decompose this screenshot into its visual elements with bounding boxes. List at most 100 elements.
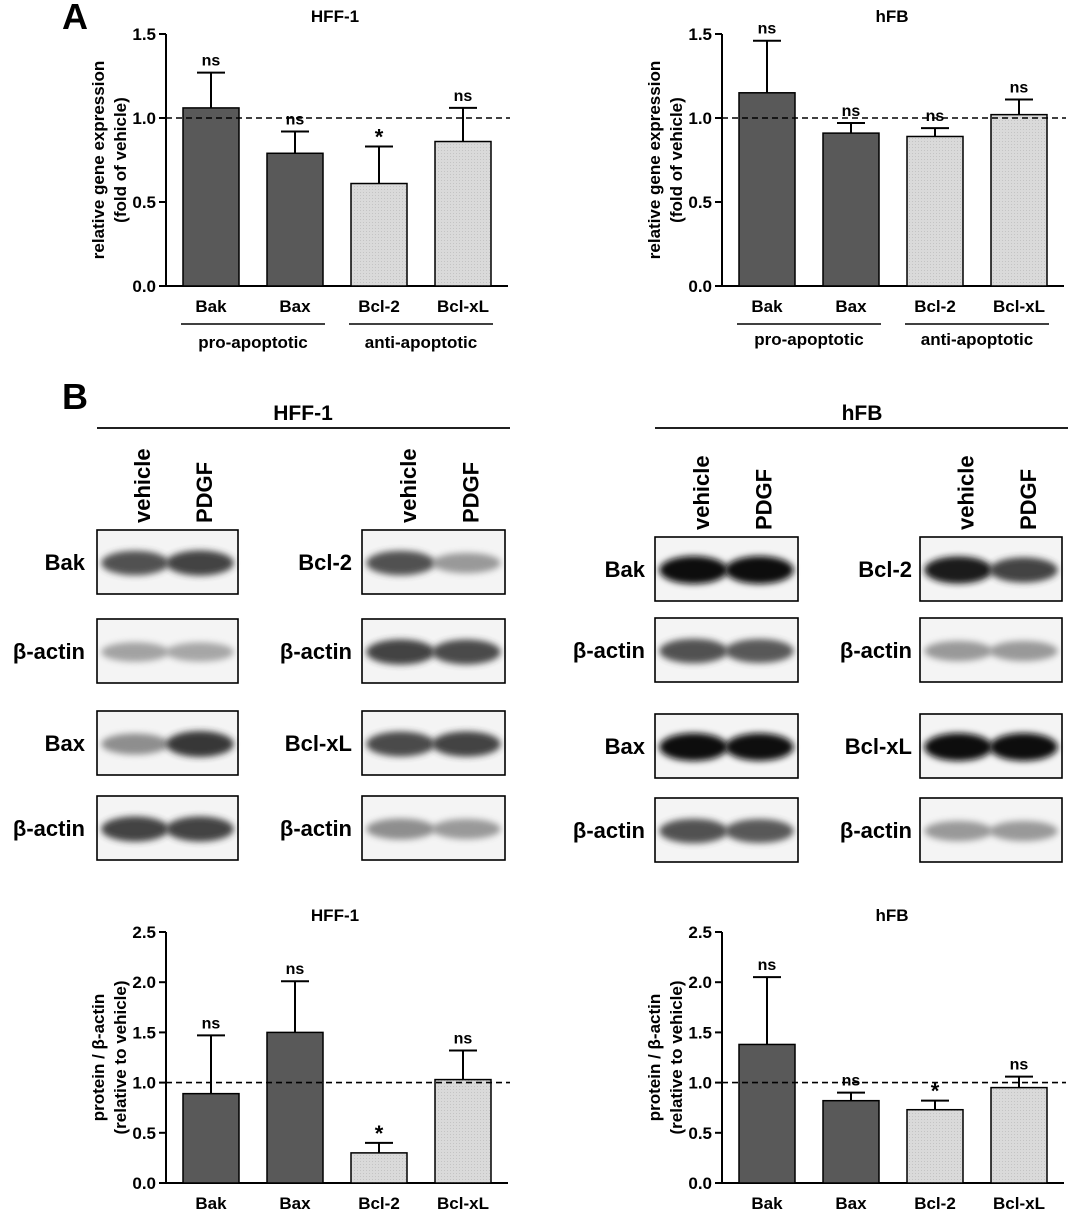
- significance-label: *: [375, 1121, 384, 1146]
- significance-label: ns: [202, 53, 221, 70]
- blot-label--actin: β-actin: [840, 818, 912, 843]
- bar-bax: [266, 1031, 324, 1184]
- blot-band: [101, 816, 169, 842]
- y-axis-label-line: (fold of vehicle): [667, 97, 686, 223]
- blot-label-bax: Bax: [45, 731, 86, 756]
- blot-band: [432, 731, 501, 757]
- group-label: pro-apoptotic: [754, 330, 864, 349]
- blot-band: [101, 733, 169, 755]
- y-tick-label: 2.0: [132, 973, 156, 992]
- blot-band: [366, 731, 435, 757]
- y-tick-label: 1.0: [688, 109, 712, 128]
- significance-label: ns: [842, 1073, 861, 1090]
- y-axis-label: relative gene expression (fold of vehicle…: [89, 61, 130, 259]
- y-axis-label-line: relative gene expression: [89, 61, 108, 259]
- y-tick-label: 2.5: [132, 923, 156, 942]
- significance-label: ns: [454, 1030, 473, 1047]
- bar-bcl-2: [906, 135, 964, 287]
- y-tick-label: 0.0: [132, 277, 156, 296]
- y-axis-label-line: (relative to vehicle): [111, 980, 130, 1134]
- y-tick-label: 1.5: [132, 25, 156, 44]
- blot-label--actin: β-actin: [280, 639, 352, 664]
- significance-label: ns: [1010, 80, 1029, 97]
- blot-band: [432, 552, 501, 574]
- significance-label: ns: [842, 103, 861, 120]
- significance-label: ns: [286, 111, 305, 128]
- bar-bcl-xl: [434, 140, 492, 287]
- x-tick-label: Bax: [835, 297, 867, 316]
- y-tick-label: 1.5: [688, 1023, 712, 1042]
- blot-band: [924, 733, 993, 761]
- blot-band: [366, 818, 435, 840]
- lane-label-vehicle: vehicle: [953, 455, 978, 530]
- y-tick-label: 0.5: [688, 193, 712, 212]
- blot-band: [924, 820, 993, 842]
- blot-band: [432, 639, 501, 665]
- significance-label: ns: [758, 957, 777, 974]
- bar-bak: [738, 92, 796, 287]
- x-tick-label: Bcl-xL: [437, 297, 489, 316]
- bar-bcl-2: [906, 1108, 964, 1184]
- bar-bak: [182, 107, 240, 287]
- chart-protein-hff1: HFF-1 protein / β-actin (relative to vehic…: [89, 906, 510, 1213]
- lane-label-vehicle: vehicle: [130, 448, 155, 523]
- blot-band: [659, 818, 728, 844]
- western-blot-hff1: HFF-1 vehicle PDGF Bak β-actin Bax β-actin vehi…: [13, 402, 510, 861]
- lane-label-pdgf: PDGF: [459, 462, 484, 523]
- blot-band: [989, 733, 1058, 761]
- y-tick-label: 2.0: [688, 973, 712, 992]
- bar-bcl-xl: [990, 113, 1048, 287]
- blot-header: HFF-1: [273, 402, 333, 425]
- y-tick-label: 0.0: [688, 1174, 712, 1193]
- y-tick-label: 1.0: [132, 1074, 156, 1093]
- blot-band: [725, 818, 794, 844]
- y-tick-label: 1.0: [688, 1074, 712, 1093]
- blot-band: [924, 640, 993, 662]
- western-blot-hfb: hFB vehicle PDGF Bak β-actin Bax β-actin vehicl…: [573, 402, 1068, 863]
- lane-label-pdgf: PDGF: [192, 462, 217, 523]
- y-axis-label-line: (relative to vehicle): [667, 980, 686, 1134]
- x-tick-label: Bax: [279, 1194, 311, 1213]
- blot-label--actin: β-actin: [840, 638, 912, 663]
- y-tick-label: 1.0: [132, 109, 156, 128]
- blot-header: hFB: [842, 402, 883, 425]
- blot-band: [101, 642, 169, 662]
- chart-title: HFF-1: [311, 906, 359, 925]
- chart-title: hFB: [875, 7, 908, 26]
- blot-band: [725, 733, 794, 761]
- chart-gene-expression-hfb: hFB relative gene expression (fold of vehi…: [645, 7, 1066, 349]
- blot-band: [989, 820, 1058, 842]
- significance-label: ns: [202, 1015, 221, 1032]
- y-axis-label: protein / β-actin (relative to vehicle): [89, 980, 130, 1134]
- y-axis-label-line: protein / β-actin: [645, 994, 664, 1122]
- bar-bax: [822, 132, 880, 287]
- blot-label--actin: β-actin: [573, 818, 645, 843]
- lane-label-vehicle: vehicle: [396, 448, 421, 523]
- blot-label--actin: β-actin: [573, 638, 645, 663]
- bar-bax: [822, 1099, 880, 1184]
- blot-label--actin: β-actin: [13, 816, 85, 841]
- x-tick-label: Bak: [751, 1194, 783, 1213]
- bar-bak: [182, 1092, 240, 1184]
- significance-label: *: [375, 125, 384, 150]
- blot-label-bax: Bax: [605, 734, 646, 759]
- x-tick-label: Bak: [751, 297, 783, 316]
- y-tick-label: 1.5: [132, 1023, 156, 1042]
- blot-band: [366, 639, 435, 665]
- bar-bcl-xl: [434, 1078, 492, 1184]
- blot-label-bak: Bak: [45, 550, 86, 575]
- blot-label--actin: β-actin: [280, 816, 352, 841]
- blot-band: [366, 550, 435, 576]
- x-tick-label: Bcl-xL: [993, 297, 1045, 316]
- blot-band: [432, 818, 501, 840]
- y-tick-label: 0.0: [688, 277, 712, 296]
- group-label: pro-apoptotic: [198, 333, 308, 352]
- lane-label-vehicle: vehicle: [689, 455, 714, 530]
- x-tick-label: Bak: [195, 297, 227, 316]
- y-axis-label-line: relative gene expression: [645, 61, 664, 259]
- y-axis-label-line: (fold of vehicle): [111, 97, 130, 223]
- x-tick-label: Bcl-xL: [993, 1194, 1045, 1213]
- significance-label: ns: [926, 108, 945, 125]
- blot-band: [166, 816, 234, 842]
